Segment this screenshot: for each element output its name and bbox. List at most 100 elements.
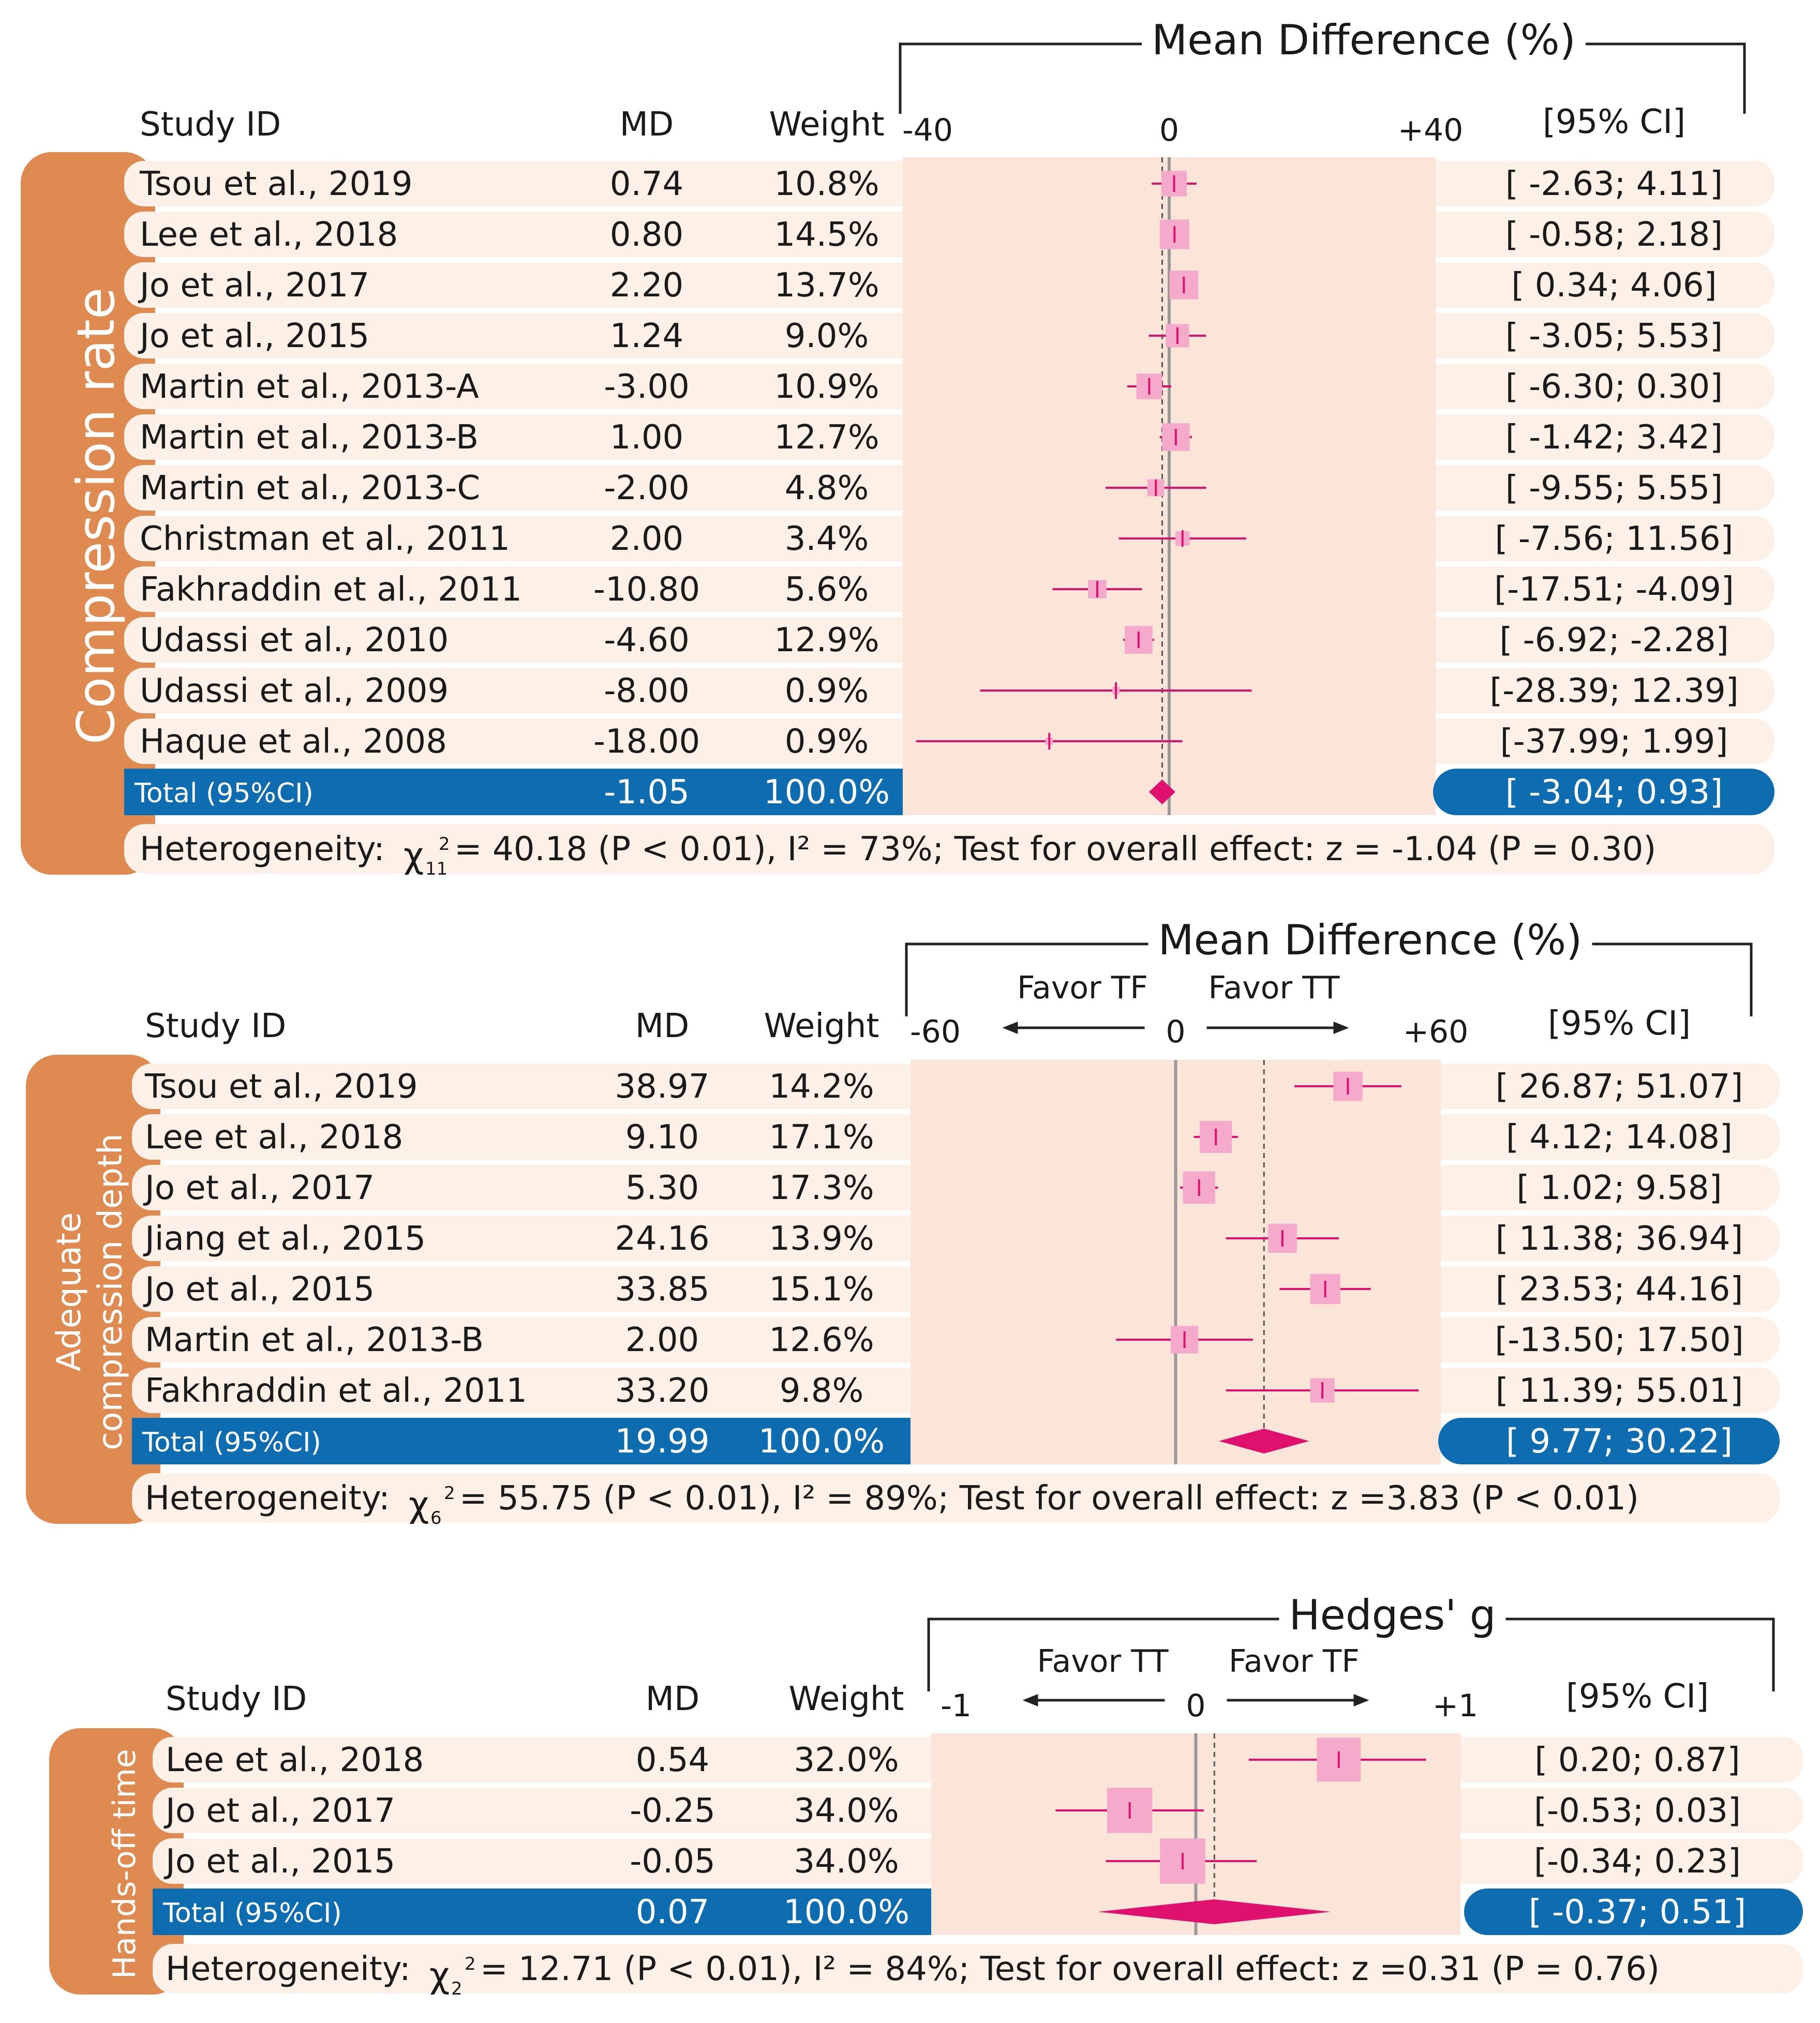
panel-1-measure-title: Mean Difference (%) [1152, 16, 1576, 64]
study-weight: 14.5% [774, 216, 879, 254]
study-name: Tsou et al., 2019 [144, 1068, 418, 1106]
study-md: -0.05 [630, 1842, 715, 1881]
study-ci: [ -0.58; 2.18] [1505, 216, 1723, 254]
panel-2-total-label: Total (95%CI) [142, 1427, 321, 1458]
panel-3-het-rest: = 12.71 (P < 0.01), I² = 84%; Test for o… [480, 1950, 1660, 1988]
study-name: Lee et al., 2018 [166, 1741, 424, 1779]
panel-3-favor-left: Favor TT [1037, 1643, 1169, 1680]
panel-1-panel-label: Compression rate [66, 288, 126, 745]
panel-3-header-md: MD [646, 1680, 700, 1718]
study-ci: [ -6.30; 0.30] [1505, 368, 1723, 406]
panel-3-total-bar [153, 1889, 931, 1935]
panel-1-het-rest: = 40.18 (P < 0.01), I² = 73%; Test for o… [454, 830, 1656, 868]
study-weight: 9.0% [785, 317, 869, 355]
study-name: Jo et al., 2015 [143, 1270, 375, 1309]
panel-1-total-bar [124, 769, 903, 815]
panel-1-total-md: -1.05 [604, 773, 690, 812]
panel-2-measure-title: Mean Difference (%) [1158, 916, 1583, 964]
panel-3-header-ci: [95% CI] [1566, 1677, 1709, 1716]
study-name: Tsou et al., 2019 [139, 165, 413, 203]
study-md: -18.00 [593, 723, 700, 761]
panel-3-pooled-diamond [1098, 1899, 1331, 1924]
study-weight: 4.8% [785, 469, 869, 507]
study-md: 2.20 [610, 266, 684, 305]
study-ci: [ -1.42; 3.42] [1505, 418, 1723, 457]
panel-1-pooled-diamond [1148, 780, 1175, 804]
panel-3-bracket-left [927, 1617, 1279, 1691]
study-ci: [ 1.02; 9.58] [1516, 1169, 1722, 1207]
panel-1-total-ci-box [1433, 769, 1774, 815]
study-weight: 3.4% [785, 520, 869, 558]
panel-3-heterogeneity-band [153, 1944, 1803, 1994]
study-weight: 12.7% [774, 418, 879, 457]
panel-3-tick-min: -1 [941, 1688, 972, 1724]
panel-3-total-ci-box [1464, 1889, 1803, 1935]
panel-1-header-md: MD [620, 106, 674, 144]
study-weight: 5.6% [785, 571, 869, 609]
panel-3-header-study: Study ID [166, 1680, 307, 1718]
study-weight: 9.8% [780, 1372, 864, 1410]
panel-2-header-md: MD [635, 1007, 690, 1045]
study-md: -8.00 [604, 672, 690, 710]
panel-2-bracket-right [1592, 942, 1753, 1016]
panel-2-het-df: 6 [430, 1508, 442, 1529]
study-name: Jo et al., 2017 [143, 1169, 375, 1207]
panel-1-header-study: Study ID [140, 106, 281, 144]
study-weight: 0.9% [785, 672, 869, 710]
study-name: Martin et al., 2013-B [140, 418, 479, 457]
panel-1-total-ci: [ -3.04; 0.93] [1505, 773, 1723, 812]
panel-3-total-md: 0.07 [636, 1893, 710, 1931]
panel-2-tick-min: -60 [910, 1014, 961, 1050]
panel-2-header-study: Study ID [145, 1007, 286, 1045]
panel-2-header-ci: [95% CI] [1548, 1005, 1691, 1043]
panel-1-header-ci: [95% CI] [1543, 103, 1685, 141]
study-weight: 15.1% [769, 1270, 874, 1309]
study-name: Christman et al., 2011 [140, 520, 510, 558]
study-name: Jo et al., 2017 [138, 266, 369, 305]
panel-3-total-weight: 100.0% [783, 1893, 909, 1931]
study-md: 0.54 [636, 1741, 710, 1779]
study-name: Fakhraddin et al., 2011 [145, 1372, 527, 1410]
panel-2-arrowhead-left [1002, 1022, 1018, 1034]
panel-3-label-tab [49, 1728, 184, 1995]
panel-3-het-chi: χ [429, 1955, 450, 1996]
study-weight: 34.0% [794, 1792, 899, 1830]
study-weight: 12.6% [769, 1321, 874, 1359]
panel-1-label-tab [21, 152, 155, 875]
panel-2-arrowhead-right [1333, 1022, 1349, 1034]
study-name: Haque et al., 2008 [140, 723, 447, 761]
panel-1-tick-max: +40 [1398, 112, 1464, 148]
study-name: Jo et al., 2017 [163, 1792, 395, 1830]
panel-3-arrowhead-left [1022, 1694, 1038, 1706]
panel-2-total-md: 19.99 [615, 1422, 709, 1461]
study-ci: [ 23.53; 44.16] [1496, 1270, 1743, 1309]
study-md: 0.80 [610, 216, 684, 254]
panel-2-favor-left: Favor TF [1017, 970, 1148, 1006]
study-ci: [ -3.05; 5.53] [1505, 317, 1723, 355]
study-weight: 12.9% [774, 621, 879, 660]
study-md: 1.00 [610, 418, 684, 457]
study-name: Udassi et al., 2010 [140, 621, 449, 660]
panel-2-pooled-diamond [1218, 1429, 1309, 1453]
study-ci: [-0.53; 0.03] [1534, 1792, 1741, 1830]
panel-3-bracket-right [1505, 1617, 1775, 1691]
study-name: Udassi et al., 2009 [140, 672, 449, 710]
study-md: 1.24 [610, 317, 684, 355]
panel-1-bracket-left [899, 42, 1142, 114]
panel-2-header-weight: Weight [764, 1007, 879, 1045]
panel-1-total-label: Total (95%CI) [134, 778, 314, 809]
study-md: -2.00 [604, 469, 690, 507]
study-ci: [ 0.34; 4.06] [1511, 266, 1717, 305]
panel-1-tick-min: -40 [902, 112, 953, 148]
panel-2-bracket-left [905, 942, 1148, 1016]
study-ci: [ 26.87; 51.07] [1496, 1068, 1743, 1106]
study-md: 5.30 [625, 1169, 699, 1207]
study-name: Jo et al., 2015 [138, 317, 369, 355]
study-name: Fakhraddin et al., 2011 [140, 571, 522, 609]
panel-1-tick-zero: 0 [1159, 112, 1179, 148]
study-ci: [ -7.56; 11.56] [1495, 520, 1734, 558]
study-ci: [ 11.38; 36.94] [1496, 1220, 1743, 1258]
panel-3-total-ci: [ -0.37; 0.51] [1529, 1893, 1746, 1931]
